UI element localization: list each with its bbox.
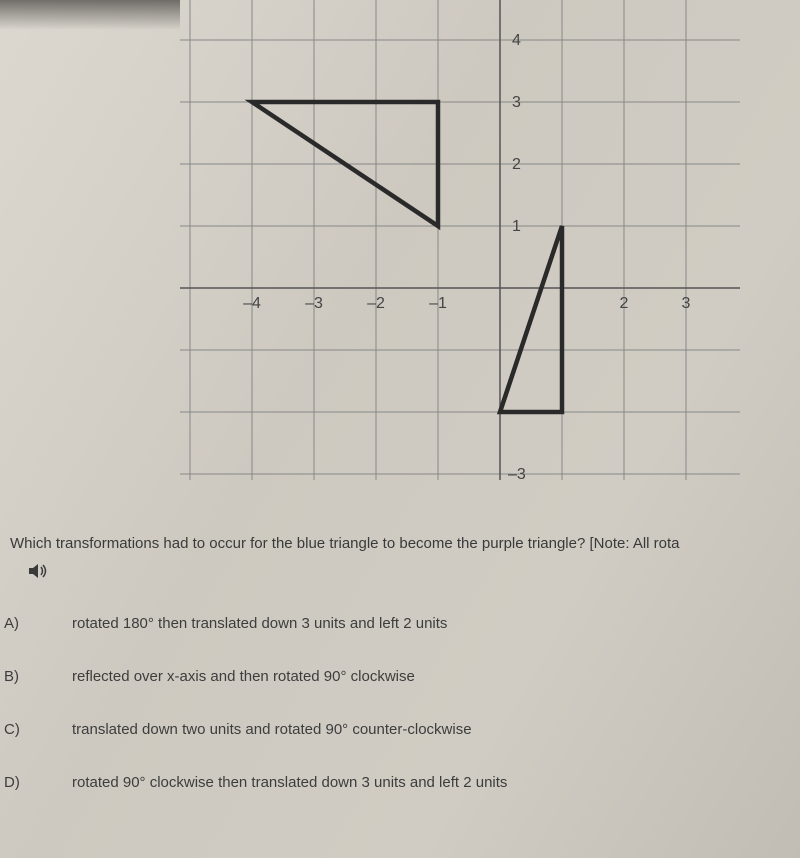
svg-text:2: 2 bbox=[620, 295, 629, 312]
svg-text:3: 3 bbox=[512, 94, 521, 111]
svg-text:–1: –1 bbox=[429, 295, 447, 312]
option-letter: C) bbox=[4, 721, 24, 738]
svg-text:–2: –2 bbox=[367, 295, 385, 312]
option-c[interactable]: C) translated down two units and rotated… bbox=[4, 721, 784, 738]
option-text: reflected over x-axis and then rotated 9… bbox=[72, 668, 784, 685]
option-letter: B) bbox=[4, 668, 24, 685]
option-text: rotated 90° clockwise then translated do… bbox=[72, 774, 784, 791]
svg-text:4: 4 bbox=[512, 32, 521, 49]
svg-text:–4: –4 bbox=[243, 295, 261, 312]
option-text: rotated 180° then translated down 3 unit… bbox=[72, 615, 784, 632]
answer-options: A) rotated 180° then translated down 3 u… bbox=[4, 615, 784, 827]
svg-text:–3: –3 bbox=[508, 466, 526, 480]
option-b[interactable]: B) reflected over x-axis and then rotate… bbox=[4, 668, 784, 685]
svg-text:–3: –3 bbox=[305, 295, 323, 312]
option-a[interactable]: A) rotated 180° then translated down 3 u… bbox=[4, 615, 784, 632]
svg-text:2: 2 bbox=[512, 156, 521, 173]
option-letter: D) bbox=[4, 774, 24, 791]
question-text: Which transformations had to occur for t… bbox=[0, 535, 800, 552]
svg-text:3: 3 bbox=[682, 295, 691, 312]
photo-shadow bbox=[0, 0, 180, 30]
page-surface: –4 –3 –2 –1 2 3 1 2 3 4 –3 Which transformations h… bbox=[0, 0, 800, 858]
question-block: Which transformations had to occur for t… bbox=[0, 535, 800, 585]
option-d[interactable]: D) rotated 90° clockwise then translated… bbox=[4, 774, 784, 791]
grid-svg: –4 –3 –2 –1 2 3 1 2 3 4 –3 bbox=[180, 0, 740, 480]
speaker-icon[interactable] bbox=[28, 562, 800, 585]
option-letter: A) bbox=[4, 615, 24, 632]
svg-text:1: 1 bbox=[512, 218, 521, 235]
option-text: translated down two units and rotated 90… bbox=[72, 721, 784, 738]
coordinate-chart: –4 –3 –2 –1 2 3 1 2 3 4 –3 bbox=[180, 0, 740, 480]
